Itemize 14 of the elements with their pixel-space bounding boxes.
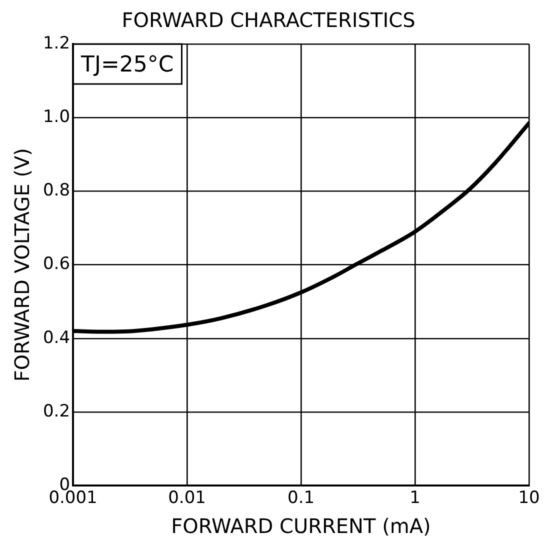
x-tick-label: 0.1 [287,488,315,508]
y-tick-label: 0.6 [42,254,70,274]
x-tick-label: 0.01 [168,488,206,508]
chart-title: FORWARD CHARACTERISTICS [122,8,416,32]
y-tick-label: 1.2 [42,33,70,54]
annotation: TJ=25°C [80,52,174,78]
x-axis-title: FORWARD CURRENT (mA) [171,514,431,538]
y-tick-label: 0.2 [42,401,70,422]
y-axis-title: FORWARD VOLTAGE (V) [10,148,34,382]
y-tick-label: 0.8 [42,180,70,201]
y-tick-label: 1.0 [42,107,70,128]
x-tick-label: 10 [518,488,540,508]
y-tick-label: 0.4 [42,328,70,348]
x-tick-label: 1 [410,488,420,508]
